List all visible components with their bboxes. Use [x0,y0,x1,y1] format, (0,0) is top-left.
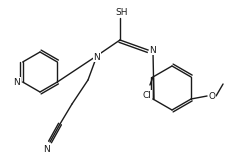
Text: N: N [43,144,50,153]
Text: O: O [208,92,215,100]
Text: N: N [13,77,20,87]
Text: Cl: Cl [142,91,151,100]
Text: N: N [149,45,156,55]
Text: SH: SH [115,8,128,16]
Text: N: N [93,52,100,61]
